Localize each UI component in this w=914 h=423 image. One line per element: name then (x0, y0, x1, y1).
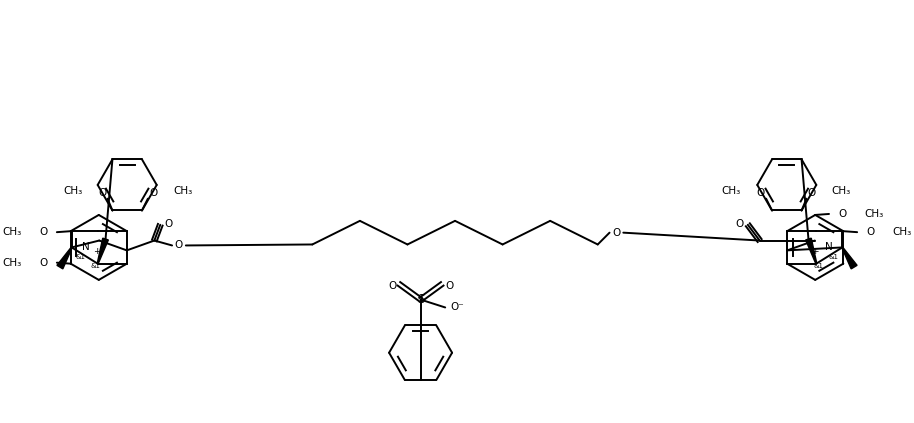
Text: &1: &1 (828, 254, 838, 260)
Text: S: S (417, 293, 424, 306)
Text: O: O (99, 188, 107, 198)
Text: O: O (39, 227, 48, 237)
Text: N: N (824, 242, 833, 253)
Text: O: O (736, 219, 744, 229)
Text: O: O (839, 209, 847, 219)
Text: &1: &1 (90, 263, 101, 269)
Text: CH₃: CH₃ (893, 227, 912, 237)
Text: CH₃: CH₃ (831, 186, 850, 196)
Text: O: O (164, 219, 172, 229)
Text: CH₃: CH₃ (865, 209, 884, 219)
Text: O: O (612, 228, 621, 238)
Text: O: O (150, 188, 158, 198)
Text: O: O (175, 240, 183, 250)
Text: CH₃: CH₃ (2, 258, 21, 268)
Text: N: N (81, 242, 90, 253)
Text: O: O (39, 258, 48, 268)
Text: CH₃: CH₃ (174, 186, 193, 196)
Text: CH₃: CH₃ (64, 186, 83, 196)
Text: +: + (812, 247, 819, 256)
Text: O⁻: O⁻ (450, 302, 464, 313)
Text: CH₃: CH₃ (721, 186, 740, 196)
Text: O: O (756, 188, 764, 198)
Text: &1: &1 (813, 263, 824, 269)
Polygon shape (805, 238, 817, 264)
Polygon shape (842, 247, 857, 269)
Polygon shape (57, 247, 72, 269)
Polygon shape (97, 238, 109, 264)
Text: +: + (93, 247, 101, 256)
Text: O: O (388, 281, 396, 291)
Text: O: O (445, 281, 453, 291)
Text: &1: &1 (76, 254, 86, 260)
Text: O: O (807, 188, 815, 198)
Text: CH₃: CH₃ (2, 227, 21, 237)
Text: O: O (866, 227, 875, 237)
